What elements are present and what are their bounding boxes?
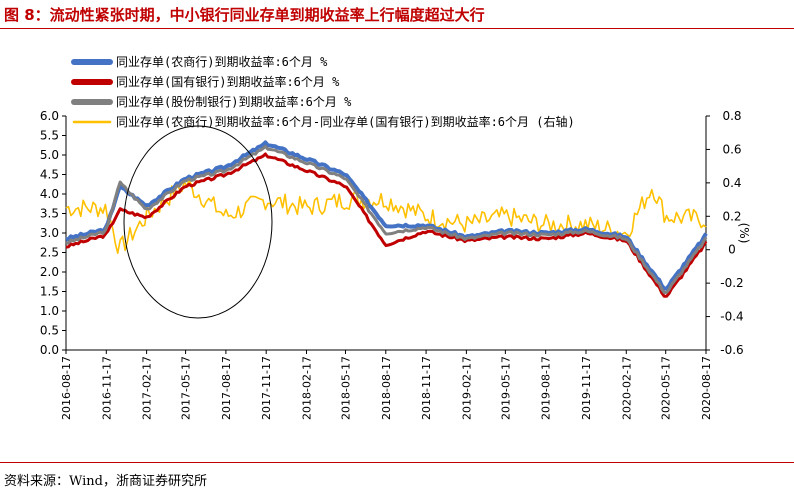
- y-right-tick-label: 0.6: [722, 142, 741, 156]
- series-line-2: [65, 144, 708, 294]
- x-tick-label: 2018-08-17: [380, 356, 393, 420]
- y-right-tick-label: 0.8: [722, 109, 741, 123]
- footer-divider: [0, 462, 794, 463]
- y-left-tick-label: 6.0: [40, 109, 59, 123]
- series-line-3: [65, 179, 707, 254]
- annotation-ellipse: [123, 125, 273, 319]
- y-right-tick-label: -0.4: [720, 310, 743, 324]
- title-divider: [0, 28, 794, 29]
- x-tick-label: 2019-11-17: [580, 356, 593, 420]
- y-right-tick-label: 0.4: [722, 176, 741, 190]
- x-tick-label: 2019-05-17: [499, 356, 512, 420]
- y-left-tick-label: 3.0: [40, 226, 59, 240]
- x-tick-label: 2018-02-17: [300, 356, 313, 420]
- x-tick-label: 2019-08-17: [540, 356, 553, 420]
- x-tick-label: 2017-02-17: [141, 356, 154, 420]
- x-tick-label: 2019-02-17: [460, 356, 473, 420]
- y-left-tick-label: 1.0: [40, 304, 59, 318]
- y-left-tick-label: 4.0: [40, 187, 59, 201]
- x-tick-label: 2018-11-17: [420, 356, 433, 420]
- y-left-tick-label: 4.5: [40, 168, 59, 182]
- y-left-tick-label: 5.0: [40, 148, 59, 162]
- chart-svg: 0.0 0.5 1.0 1.5 2.0 2.5 3.0 3.5 4.0 4.5 5.0 5.5 6.0 -…: [40, 54, 751, 420]
- x-tick-label: 2020-08-17: [700, 356, 713, 420]
- legend-label-3: 同业存单(农商行)到期收益率:6个月-同业存单(国有银行)到期收益率:6个月 (…: [116, 114, 575, 129]
- y-right-tick-label: 0: [728, 243, 736, 257]
- source-note: 资料来源：Wind，浙商证券研究所: [4, 474, 207, 489]
- legend-label-0: 同业存单(农商行)到期收益率:6个月 %: [116, 54, 328, 69]
- x-tick-label: 2020-05-17: [660, 356, 673, 420]
- legend-label-2: 同业存单(股份制银行)到期收益率:6个月 %: [116, 94, 352, 109]
- y-right-axis-label: (%): [737, 223, 751, 244]
- y-left-tick-label: 0.5: [40, 324, 59, 338]
- x-tick-label: 2017-05-17: [180, 356, 193, 420]
- y-left-tick-label: 1.5: [40, 285, 59, 299]
- legend-label-1: 同业存单(国有银行)到期收益率:6个月 %: [116, 74, 340, 89]
- x-tick-label: 2018-05-17: [339, 356, 352, 420]
- y-left-tick-label: 5.5: [40, 129, 59, 143]
- y-right-tick-label: 0.2: [722, 209, 741, 223]
- y-right-tick-label: -0.6: [720, 343, 743, 357]
- y-left-tick-label: 3.5: [40, 207, 59, 221]
- x-tick-label: 2020-02-17: [620, 356, 633, 420]
- x-tick-label: 2016-08-17: [60, 356, 73, 420]
- x-tick-label: 2016-11-17: [100, 356, 113, 420]
- y-left-tick-label: 2.0: [40, 265, 59, 279]
- y-left-tick-label: 2.5: [40, 246, 59, 260]
- x-tick-label: 2017-08-17: [220, 356, 233, 420]
- series-line-0: [65, 140, 708, 291]
- x-tick-label: 2017-11-17: [260, 356, 273, 420]
- series-line-1: [65, 152, 708, 298]
- y-right-tick-label: -0.2: [720, 276, 743, 290]
- chart-title: 图 8：流动性紧张时期，中小银行同业存单到期收益率上行幅度超过大行: [4, 6, 485, 24]
- y-left-tick-label: 0.0: [40, 343, 59, 357]
